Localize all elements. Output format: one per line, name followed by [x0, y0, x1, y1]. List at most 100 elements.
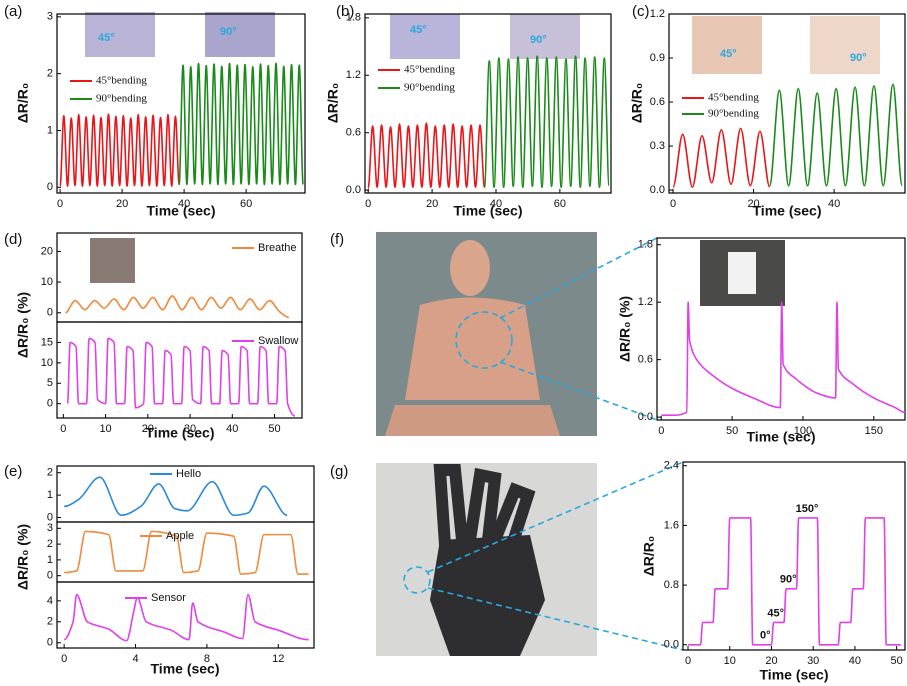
- legend-label: Breathe: [258, 242, 297, 254]
- y-tick-label: 3: [47, 11, 53, 23]
- x-tick-label: 0: [57, 198, 63, 210]
- y-axis-label: ΔR/R₀: [641, 536, 657, 576]
- y-tick-label: 0.0: [650, 184, 665, 196]
- y-tick-label: 20: [41, 245, 53, 257]
- y-tick-label: 0.6: [346, 127, 361, 139]
- x-tick-label: 50: [891, 655, 903, 667]
- y-tick-label: 0: [47, 398, 53, 410]
- y-tick-label: 0.6: [650, 96, 665, 108]
- y-tick-label: 0.9: [650, 52, 665, 64]
- x-axis-label: Time (sec): [760, 667, 829, 683]
- x-tick-label: 50: [268, 423, 280, 435]
- panel-label: (a): [4, 3, 22, 20]
- y-tick-label: 3: [47, 522, 53, 534]
- y-tick-label: 2.4: [664, 460, 679, 472]
- line-series: [368, 123, 484, 188]
- legend-label: 45°bending: [708, 92, 759, 104]
- y-tick-label: 0: [47, 181, 53, 193]
- plot-frame: [683, 462, 905, 650]
- x-tick-label: 0: [670, 198, 676, 210]
- x-axis-label: Time (sec): [454, 203, 523, 219]
- legend-label: Hello: [176, 468, 201, 480]
- legend-label: 45°bending: [96, 75, 147, 87]
- photo: [390, 14, 460, 59]
- y-tick-label: 0: [47, 307, 53, 319]
- photo: [728, 252, 756, 294]
- x-tick-label: 40: [226, 423, 238, 435]
- line-series: [673, 128, 770, 187]
- x-tick-label: 20: [765, 655, 777, 667]
- x-axis-label: Time (sec): [747, 429, 816, 445]
- x-tick-label: 20: [426, 198, 438, 210]
- y-tick-label: 10: [41, 276, 53, 288]
- x-tick-label: 30: [807, 655, 819, 667]
- y-axis-label: ΔR/R₀ (%): [617, 296, 633, 362]
- x-tick-label: 20: [116, 198, 128, 210]
- y-tick-label: 4: [47, 595, 53, 607]
- y-tick-label: 1.6: [664, 519, 679, 531]
- x-tick-label: 60: [554, 198, 566, 210]
- x-tick-label: 0: [685, 655, 691, 667]
- photo: [810, 16, 880, 74]
- inset-label: 90°: [220, 26, 237, 38]
- x-tick-label: 10: [724, 655, 736, 667]
- x-tick-label: 12: [272, 653, 284, 665]
- x-tick-label: 150: [865, 425, 883, 437]
- legend-label: Swallow: [258, 335, 298, 347]
- legend-label: 90°bending: [404, 82, 455, 94]
- figure: 0123020406045°bending90°bending45°90°(a)…: [0, 0, 907, 686]
- panel-label: (d): [4, 231, 22, 248]
- x-tick-label: 40: [828, 198, 840, 210]
- inset-label: 45°: [720, 48, 737, 60]
- y-tick-label: 0.0: [638, 411, 653, 423]
- x-tick-label: 60: [240, 198, 252, 210]
- y-tick-label: 2: [47, 616, 53, 628]
- y-tick-label: 1.2: [346, 69, 361, 81]
- legend-label: 90°bending: [708, 108, 759, 120]
- photo: [430, 535, 545, 656]
- x-axis-label: Time (sec): [147, 203, 216, 219]
- line-series: [179, 63, 303, 184]
- y-axis-label: ΔR/R₀ (%): [15, 292, 31, 358]
- annotation: 150°: [796, 503, 819, 515]
- annotation: 45°: [767, 607, 784, 619]
- x-tick-label: 10: [99, 423, 111, 435]
- photo: [692, 16, 762, 74]
- y-axis-label: ΔR/R₀: [15, 83, 31, 123]
- panel-label: (e): [4, 463, 22, 480]
- x-tick-label: 4: [132, 653, 138, 665]
- panel-label: (c): [632, 3, 650, 20]
- x-tick-label: 40: [849, 655, 861, 667]
- line-series: [484, 56, 609, 187]
- y-tick-label: 5: [47, 377, 53, 389]
- y-tick-label: 2: [47, 68, 53, 80]
- y-tick-label: 0.8: [664, 579, 679, 591]
- y-axis-label: ΔR/R₀: [629, 83, 645, 123]
- line-series: [68, 338, 295, 416]
- panel-label: (g): [330, 463, 348, 480]
- y-tick-label: 0: [47, 570, 53, 582]
- x-tick-label: 50: [726, 425, 738, 437]
- annotation: 0°: [760, 630, 771, 642]
- inset-label: 45°: [98, 32, 115, 44]
- line-series: [60, 114, 179, 186]
- line-series: [65, 296, 288, 317]
- y-tick-label: 0.3: [650, 140, 665, 152]
- photo: [450, 240, 490, 296]
- legend-label: Sensor: [151, 592, 186, 604]
- inset-label: 45°: [410, 24, 427, 36]
- x-tick-label: 0: [658, 425, 664, 437]
- line-series: [64, 595, 309, 641]
- y-axis-label: ΔR/R₀: [325, 83, 341, 123]
- x-axis-label: Time (sec): [146, 425, 215, 441]
- y-tick-label: 0.6: [638, 354, 653, 366]
- photo: [85, 12, 155, 57]
- y-tick-label: 1.2: [638, 296, 653, 308]
- photo: [405, 298, 540, 401]
- y-tick-label: 2: [47, 467, 53, 479]
- y-tick-label: 0.0: [346, 184, 361, 196]
- y-tick-label: 1.2: [650, 8, 665, 20]
- panel-label: (b): [336, 3, 354, 20]
- line-series: [661, 302, 905, 415]
- y-tick-label: 2: [47, 538, 53, 550]
